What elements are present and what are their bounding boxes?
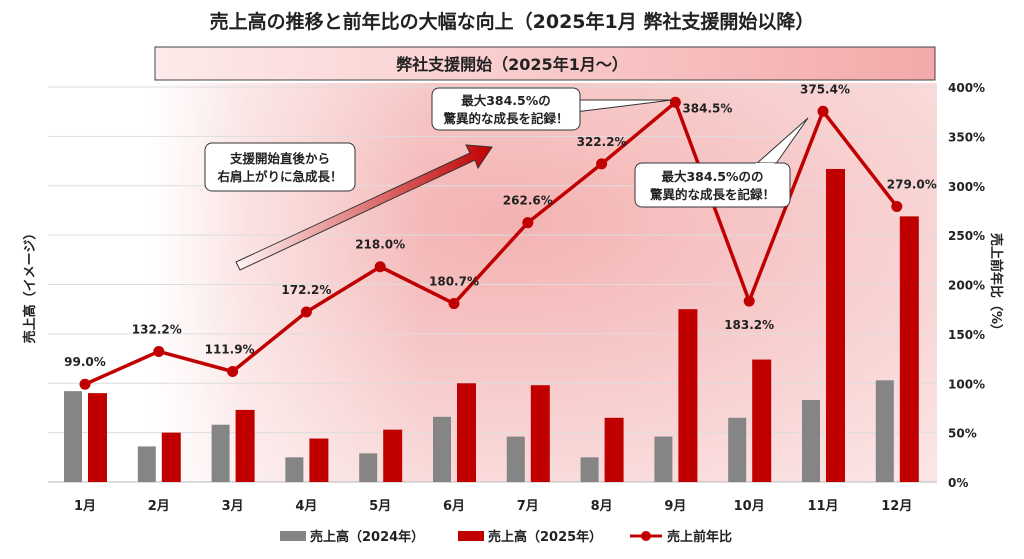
y-tick-label: 300% <box>948 180 985 194</box>
yoy-point <box>79 378 91 390</box>
yoy-line <box>84 100 899 386</box>
y-axis-right-label: 売上前年比（%） <box>988 233 1004 337</box>
y-tick-label: 150% <box>948 328 985 342</box>
yoy-point <box>448 298 460 310</box>
bar-2024 <box>64 391 82 482</box>
yoy-data-label: 132.2% <box>132 322 182 336</box>
yoy-data-label: 384.5% <box>682 101 732 115</box>
banner-text: 弊社支援開始（2025年1月〜） <box>396 55 628 74</box>
yoy-point <box>522 217 534 229</box>
bar-2025 <box>899 216 919 483</box>
x-tick-label: 1月 <box>74 499 96 514</box>
bar-2025 <box>383 429 403 482</box>
yoy-point <box>374 261 386 273</box>
bar-2024 <box>875 380 894 482</box>
legend-label-yoy: 売上前年比 <box>667 529 732 545</box>
bar-2025 <box>678 309 698 482</box>
yoy-data-label: 375.4% <box>800 82 850 96</box>
x-tick-label: 5月 <box>369 499 391 514</box>
yoy-point <box>669 96 681 108</box>
callout-text: 支援開始直後から <box>229 151 330 166</box>
bar-2025 <box>530 385 550 482</box>
yoy-point <box>891 200 903 212</box>
callout-box <box>431 87 581 131</box>
x-tick-label: 4月 <box>295 499 317 514</box>
bar-2025 <box>604 417 624 482</box>
yoy-point <box>300 306 312 318</box>
bar-2025 <box>752 359 772 482</box>
callout-text: 最大384.5%の <box>461 93 551 108</box>
bar-2024 <box>654 436 673 482</box>
bar-2024 <box>137 446 156 482</box>
yoy-data-label: 172.2% <box>281 283 331 297</box>
x-tick-label: 9月 <box>664 499 686 514</box>
bar-2024 <box>728 417 747 482</box>
y-tick-label: 50% <box>948 427 977 441</box>
yoy-point <box>817 105 829 117</box>
x-tick-label: 7月 <box>517 499 539 514</box>
y-tick-label: 200% <box>948 279 985 293</box>
legend-label-2024: 売上高（2024年） <box>310 529 424 545</box>
bar-2025 <box>826 168 845 482</box>
bar-2025 <box>457 383 476 482</box>
yoy-point <box>596 158 608 170</box>
callout-tail-join <box>568 100 576 112</box>
x-tick-label: 12月 <box>881 499 912 514</box>
yoy-data-label: 322.2% <box>577 135 627 149</box>
callout-tail <box>570 99 673 113</box>
callout-text: 驚異的な成長を記録！ <box>649 187 775 202</box>
bar-2024 <box>359 453 378 482</box>
bar-2025 <box>309 438 329 482</box>
bar-2025 <box>161 432 181 482</box>
support-banner <box>154 46 936 81</box>
bar-2024 <box>580 457 599 482</box>
yoy-data-label: 218.0% <box>355 238 405 252</box>
yoy-data-label: 111.9% <box>205 342 255 356</box>
yoy-data-label: 180.7% <box>429 275 479 289</box>
growth-arrow <box>235 144 493 271</box>
x-tick-label: 2月 <box>148 499 170 514</box>
bar-2024 <box>506 436 525 482</box>
bar-2025 <box>235 409 255 482</box>
x-tick-label: 11月 <box>807 499 838 514</box>
bar-2024 <box>285 457 304 482</box>
y-tick-label: 250% <box>948 229 985 243</box>
bar-2024 <box>433 416 451 482</box>
legend-marker-yoy <box>641 531 651 541</box>
yoy-data-label: 99.0% <box>64 355 106 369</box>
bar-2025 <box>88 393 107 482</box>
yoy-point <box>227 365 239 377</box>
x-tick-label: 10月 <box>734 499 765 514</box>
bar-2024 <box>802 400 820 482</box>
y-tick-label: 0% <box>948 476 968 490</box>
x-tick-label: 3月 <box>222 499 244 514</box>
callout-text: 右肩上がりに急成長！ <box>216 169 342 184</box>
callout-box <box>204 142 356 192</box>
legend-label-2025: 売上高（2025年） <box>488 529 602 545</box>
callout-box <box>634 162 791 208</box>
callout-text: 最大384.5%のの <box>661 169 763 184</box>
legend-swatch-2025 <box>458 531 484 541</box>
y-tick-label: 100% <box>948 377 985 391</box>
x-tick-label: 8月 <box>591 499 613 514</box>
yoy-point <box>743 295 755 307</box>
yoy-point <box>153 345 165 357</box>
callout-tail <box>754 117 809 166</box>
chart-title: 売上高の推移と前年比の大幅な向上（2025年1月 弊社支援開始以降） <box>210 10 815 33</box>
legend-swatch-2024 <box>280 531 306 541</box>
y-tick-label: 350% <box>948 130 985 144</box>
x-tick-label: 6月 <box>443 499 465 514</box>
callout-text: 驚異的な成長を記録！ <box>442 111 568 126</box>
yoy-data-label: 262.6% <box>503 194 553 208</box>
bar-2024 <box>211 424 230 482</box>
y-tick-label: 400% <box>948 81 985 95</box>
y-axis-left-label: 売上高（イメージ） <box>22 227 38 344</box>
yoy-data-label: 183.2% <box>724 318 774 332</box>
yoy-data-label: 279.0% <box>887 177 937 191</box>
